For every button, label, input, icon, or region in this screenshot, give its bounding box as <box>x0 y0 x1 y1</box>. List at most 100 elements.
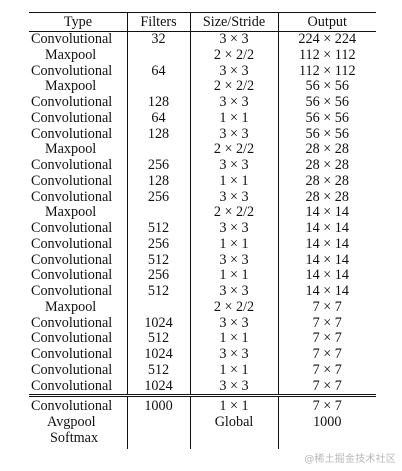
table-row: Convolutional 1024 3 × 3 7 × 7 <box>29 346 376 363</box>
cell-filters: 512 <box>127 330 191 347</box>
table-body: Convolutional 32 3 × 3 224 × 224 Maxpool 2 × … <box>29 31 376 396</box>
table-row: Convolutional 256 3 × 3 28 × 28 <box>29 157 376 174</box>
cell-type: Maxpool <box>29 78 128 95</box>
cell-type: Convolutional <box>29 378 128 396</box>
cell-size-stride: 3 × 3 <box>190 252 279 269</box>
cell-type: Convolutional <box>29 267 128 284</box>
cell-type: Maxpool <box>29 141 128 158</box>
cell-output: 28 × 28 <box>305 172 349 189</box>
table-row: Convolutional 512 1 × 1 7 × 7 <box>29 330 376 347</box>
cell-filters: 512 <box>127 362 191 379</box>
cell-size-stride: 3 × 3 <box>190 346 279 363</box>
cell-output: 14 × 14 <box>305 204 349 221</box>
cell-output: 112 × 112 <box>298 46 356 63</box>
cell-size-stride: Global <box>190 414 279 431</box>
cell-output: 7 × 7 <box>278 394 376 415</box>
cell-filters: 64 <box>127 110 191 127</box>
cell-size-stride: 1 × 1 <box>190 330 279 347</box>
cell-filters: 64 <box>127 63 191 80</box>
cell-output: 56 × 56 <box>305 78 349 95</box>
table-row: Maxpool 2 × 2/2 7 × 7 <box>29 299 376 316</box>
cell-filters <box>127 142 191 158</box>
cell-size-stride: 3 × 3 <box>190 378 279 396</box>
table-row: Maxpool 2 × 2/2 28 × 28 <box>29 141 376 158</box>
cell-type: Avgpool <box>29 414 128 431</box>
cell-size-stride: 1 × 1 <box>190 236 279 253</box>
cell-type: Convolutional <box>29 315 128 332</box>
cell-output: 7 × 7 <box>312 314 342 331</box>
cell-type: Convolutional <box>29 189 128 206</box>
cell-filters: 32 <box>127 31 191 48</box>
cell-size-stride: 3 × 3 <box>190 220 279 237</box>
cell-output: 7 × 7 <box>312 346 342 362</box>
cell-type: Convolutional <box>29 252 128 269</box>
cell-output: 112 × 112 <box>298 62 356 79</box>
cell-size-stride: 2 × 2/2 <box>190 78 279 95</box>
table-row: Convolutional 64 1 × 1 56 × 56 <box>29 110 376 127</box>
cell-size-stride: 3 × 3 <box>190 315 279 332</box>
cell-type: Convolutional <box>29 63 128 80</box>
cell-filters: 256 <box>127 157 191 174</box>
cell-output: 7 × 7 <box>312 361 342 378</box>
table-row: Convolutional 512 1 × 1 7 × 7 <box>29 361 376 379</box>
cell-size-stride: 1 × 1 <box>190 173 279 190</box>
cell-size-stride: 2 × 2/2 <box>190 299 279 316</box>
table-row: Maxpool 2 × 2/2 56 × 56 <box>29 78 376 95</box>
table-row: Convolutional 128 1 × 1 28 × 28 <box>29 172 376 190</box>
table-row: Convolutional 256 3 × 3 28 × 28 <box>29 188 376 206</box>
cell-output: 28 × 28 <box>305 188 349 205</box>
cell-size-stride: 1 × 1 <box>190 394 279 415</box>
table-row: Convolutional 32 3 × 3 224 × 224 <box>29 31 376 48</box>
cell-type: Convolutional <box>29 330 128 347</box>
cell-filters: 128 <box>127 94 191 111</box>
cell-filters: 512 <box>127 283 191 300</box>
cell-filters: 1000 <box>127 394 191 415</box>
cell-filters: 1024 <box>127 346 191 363</box>
cell-type: Convolutional <box>29 173 128 190</box>
cell-filters: 128 <box>127 126 191 143</box>
table-row: Convolutional 512 3 × 3 14 × 14 <box>29 220 376 237</box>
cell-type: Maxpool <box>29 299 128 316</box>
cell-output: 14 × 14 <box>305 220 349 236</box>
cell-type: Convolutional <box>29 126 128 143</box>
table-row: Convolutional 512 3 × 3 14 × 14 <box>29 252 376 269</box>
table-row: Convolutional 1024 3 × 3 7 × 7 <box>29 314 376 332</box>
header-size-stride: Size/Stride <box>190 12 279 32</box>
cell-filters: 128 <box>127 173 191 190</box>
watermark-text: @稀土掘金技术社区 <box>304 454 396 465</box>
table-row: Convolutional 256 1 × 1 14 × 14 <box>29 267 376 284</box>
cell-size-stride <box>190 430 279 449</box>
cell-filters: 256 <box>127 236 191 253</box>
cell-output: 28 × 28 <box>305 141 349 158</box>
table-row: Convolutional 1024 3 × 3 7 × 7 <box>29 377 376 396</box>
header-filters: Filters <box>127 12 191 32</box>
cell-size-stride: 3 × 3 <box>190 126 279 143</box>
cell-filters: 1024 <box>127 378 191 396</box>
cell-output: 56 × 56 <box>305 125 349 142</box>
cell-output: 28 × 28 <box>305 157 349 173</box>
cell-size-stride: 2 × 2/2 <box>190 47 279 64</box>
cell-filters <box>127 205 191 221</box>
cell-type: Softmax <box>29 430 128 449</box>
table-row: Avgpool Global 1000 <box>29 414 376 431</box>
table-row: Convolutional 512 3 × 3 14 × 14 <box>29 283 376 300</box>
cell-type: Convolutional <box>29 220 128 237</box>
cell-output: 14 × 14 <box>305 235 349 252</box>
cell-output: 14 × 14 <box>305 267 349 284</box>
cell-type: Convolutional <box>29 362 128 379</box>
cell-size-stride: 3 × 3 <box>190 63 279 80</box>
cell-type: Convolutional <box>29 110 128 127</box>
table-row: Maxpool 2 × 2/2 112 × 112 <box>29 46 376 64</box>
table-row: Convolutional 256 1 × 1 14 × 14 <box>29 235 376 253</box>
cell-filters <box>127 430 191 449</box>
cell-output: 7 × 7 <box>312 377 342 394</box>
cell-size-stride: 3 × 3 <box>190 283 279 300</box>
cell-type: Convolutional <box>29 236 128 253</box>
cell-size-stride: 3 × 3 <box>190 31 279 48</box>
table-row: Convolutional 128 3 × 3 56 × 56 <box>29 94 376 111</box>
cell-size-stride: 1 × 1 <box>190 267 279 284</box>
cell-filters <box>127 415 191 431</box>
cell-filters: 256 <box>127 267 191 284</box>
header-type: Type <box>29 12 128 32</box>
